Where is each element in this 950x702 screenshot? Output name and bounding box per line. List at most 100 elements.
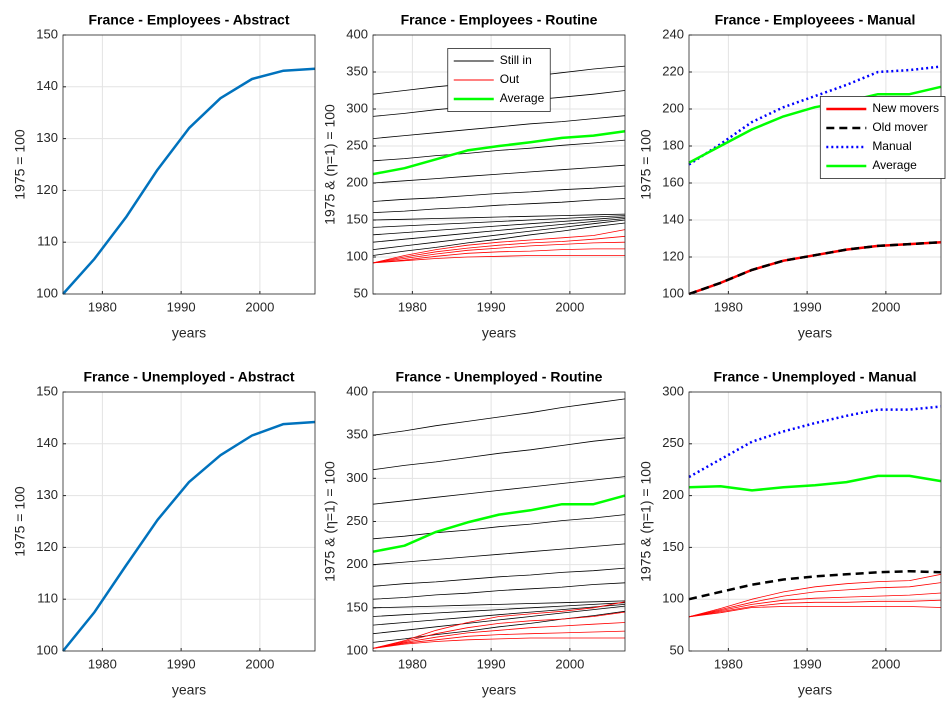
y-tick-label: 140 <box>36 435 58 450</box>
x-tick-label: 1990 <box>793 656 822 671</box>
x-axis-label: years <box>798 325 832 341</box>
series-line <box>688 573 942 618</box>
plot-area <box>63 35 315 294</box>
axes-box <box>62 34 316 295</box>
x-tick-label: 1980 <box>88 656 117 671</box>
y-tick-label: 110 <box>37 591 58 606</box>
y-tick-label: 300 <box>346 470 368 485</box>
x-tick-label: 2000 <box>555 656 584 671</box>
x-tick-label: 1990 <box>793 299 822 314</box>
y-tick-label: 150 <box>346 599 368 614</box>
x-tick-label: 1980 <box>398 656 427 671</box>
series-line <box>372 198 626 213</box>
chart-title: France - Employees - Abstract <box>89 12 290 28</box>
series-line <box>372 216 626 236</box>
series-line <box>688 599 942 618</box>
y-tick-label: 120 <box>36 182 58 197</box>
series-line <box>688 569 942 601</box>
chart-title: France - Employeees - Manual <box>715 12 916 28</box>
legend-label: Average <box>500 91 545 105</box>
x-axis-label: years <box>172 325 206 341</box>
axes-box <box>688 391 942 652</box>
axes-box <box>372 391 626 652</box>
chart-title: France - Unemployed - Abstract <box>83 369 294 385</box>
y-tick-label: 400 <box>346 383 368 398</box>
y-tick-label: 50 <box>670 642 684 657</box>
x-axis-label: years <box>798 682 832 698</box>
series-line <box>688 240 942 296</box>
y-axis-label: 1975 = 100 <box>12 129 28 200</box>
chart-title: France - Unemployed - Routine <box>396 369 603 385</box>
y-tick-label: 140 <box>662 211 684 226</box>
y-tick-label: 220 <box>662 63 684 78</box>
series-line <box>688 582 942 618</box>
series-line <box>372 241 626 264</box>
series-line <box>372 437 626 471</box>
y-tick-label: 120 <box>662 248 684 263</box>
x-tick-label: 1980 <box>714 299 743 314</box>
series-line <box>372 215 626 228</box>
series-line <box>62 67 316 295</box>
x-tick-label: 1980 <box>714 656 743 671</box>
x-tick-label: 1980 <box>398 299 427 314</box>
y-tick-label: 100 <box>662 591 684 606</box>
series-line <box>372 248 625 264</box>
series-line <box>688 85 942 164</box>
x-tick-label: 2000 <box>871 299 900 314</box>
axes-box <box>62 391 316 652</box>
y-tick-label: 100 <box>346 248 368 263</box>
legend: Still in Out Average <box>447 48 551 112</box>
y-tick-label: 100 <box>36 285 58 300</box>
series-line <box>372 611 626 649</box>
legend-label: Out <box>500 72 520 86</box>
y-tick-label: 100 <box>662 285 684 300</box>
series-line <box>372 115 626 139</box>
y-tick-label: 200 <box>346 556 368 571</box>
y-tick-label: 250 <box>346 137 368 152</box>
series-line <box>688 474 942 492</box>
chart-title: France - Employees - Routine <box>401 12 598 28</box>
series-line <box>372 514 626 540</box>
x-axis-label: years <box>482 325 516 341</box>
y-tick-label: 300 <box>346 100 368 115</box>
x-tick-label: 1990 <box>167 656 196 671</box>
y-tick-label: 100 <box>36 642 58 657</box>
x-tick-label: 1980 <box>88 299 117 314</box>
legend-label: Average <box>872 158 917 172</box>
x-tick-label: 2000 <box>245 299 274 314</box>
y-tick-label: 120 <box>36 539 58 554</box>
legend-label: Old mover <box>872 120 927 134</box>
y-tick-label: 140 <box>36 78 58 93</box>
y-tick-label: 200 <box>662 100 684 115</box>
y-tick-label: 400 <box>346 26 368 41</box>
y-axis-label: 1975 = 100 <box>12 486 28 557</box>
y-tick-label: 180 <box>662 137 684 152</box>
x-axis-label: years <box>482 682 516 698</box>
chart-title: France - Unemployed - Manual <box>713 369 916 385</box>
series-line <box>372 622 626 649</box>
y-tick-label: 200 <box>346 174 368 189</box>
plot-area <box>63 392 315 651</box>
y-tick-label: 250 <box>662 435 684 450</box>
y-tick-label: 150 <box>346 211 368 226</box>
legend-label: New movers <box>872 101 939 115</box>
legend-label: Manual <box>872 139 911 153</box>
y-tick-label: 200 <box>662 487 684 502</box>
series-line <box>688 606 942 618</box>
series-line <box>372 255 625 264</box>
series-line <box>372 218 626 243</box>
plot-area <box>689 392 941 651</box>
series-line <box>372 630 626 649</box>
y-tick-label: 240 <box>662 26 684 41</box>
y-tick-label: 300 <box>662 383 684 398</box>
panel: 1980 1990 2000 100 120 140 160 180 200 220 240 Fran… <box>638 12 946 341</box>
panel: 1980 1990 2000 100 150 200 250 300 350 400 France … <box>322 369 626 698</box>
series-line <box>372 235 626 264</box>
axes-box <box>372 34 626 295</box>
series-line <box>372 229 626 264</box>
series-line <box>372 582 626 600</box>
x-axis-label: years <box>172 682 206 698</box>
y-axis-label: 1975 & (η=1) = 100 <box>322 461 338 582</box>
series-line <box>372 601 626 649</box>
